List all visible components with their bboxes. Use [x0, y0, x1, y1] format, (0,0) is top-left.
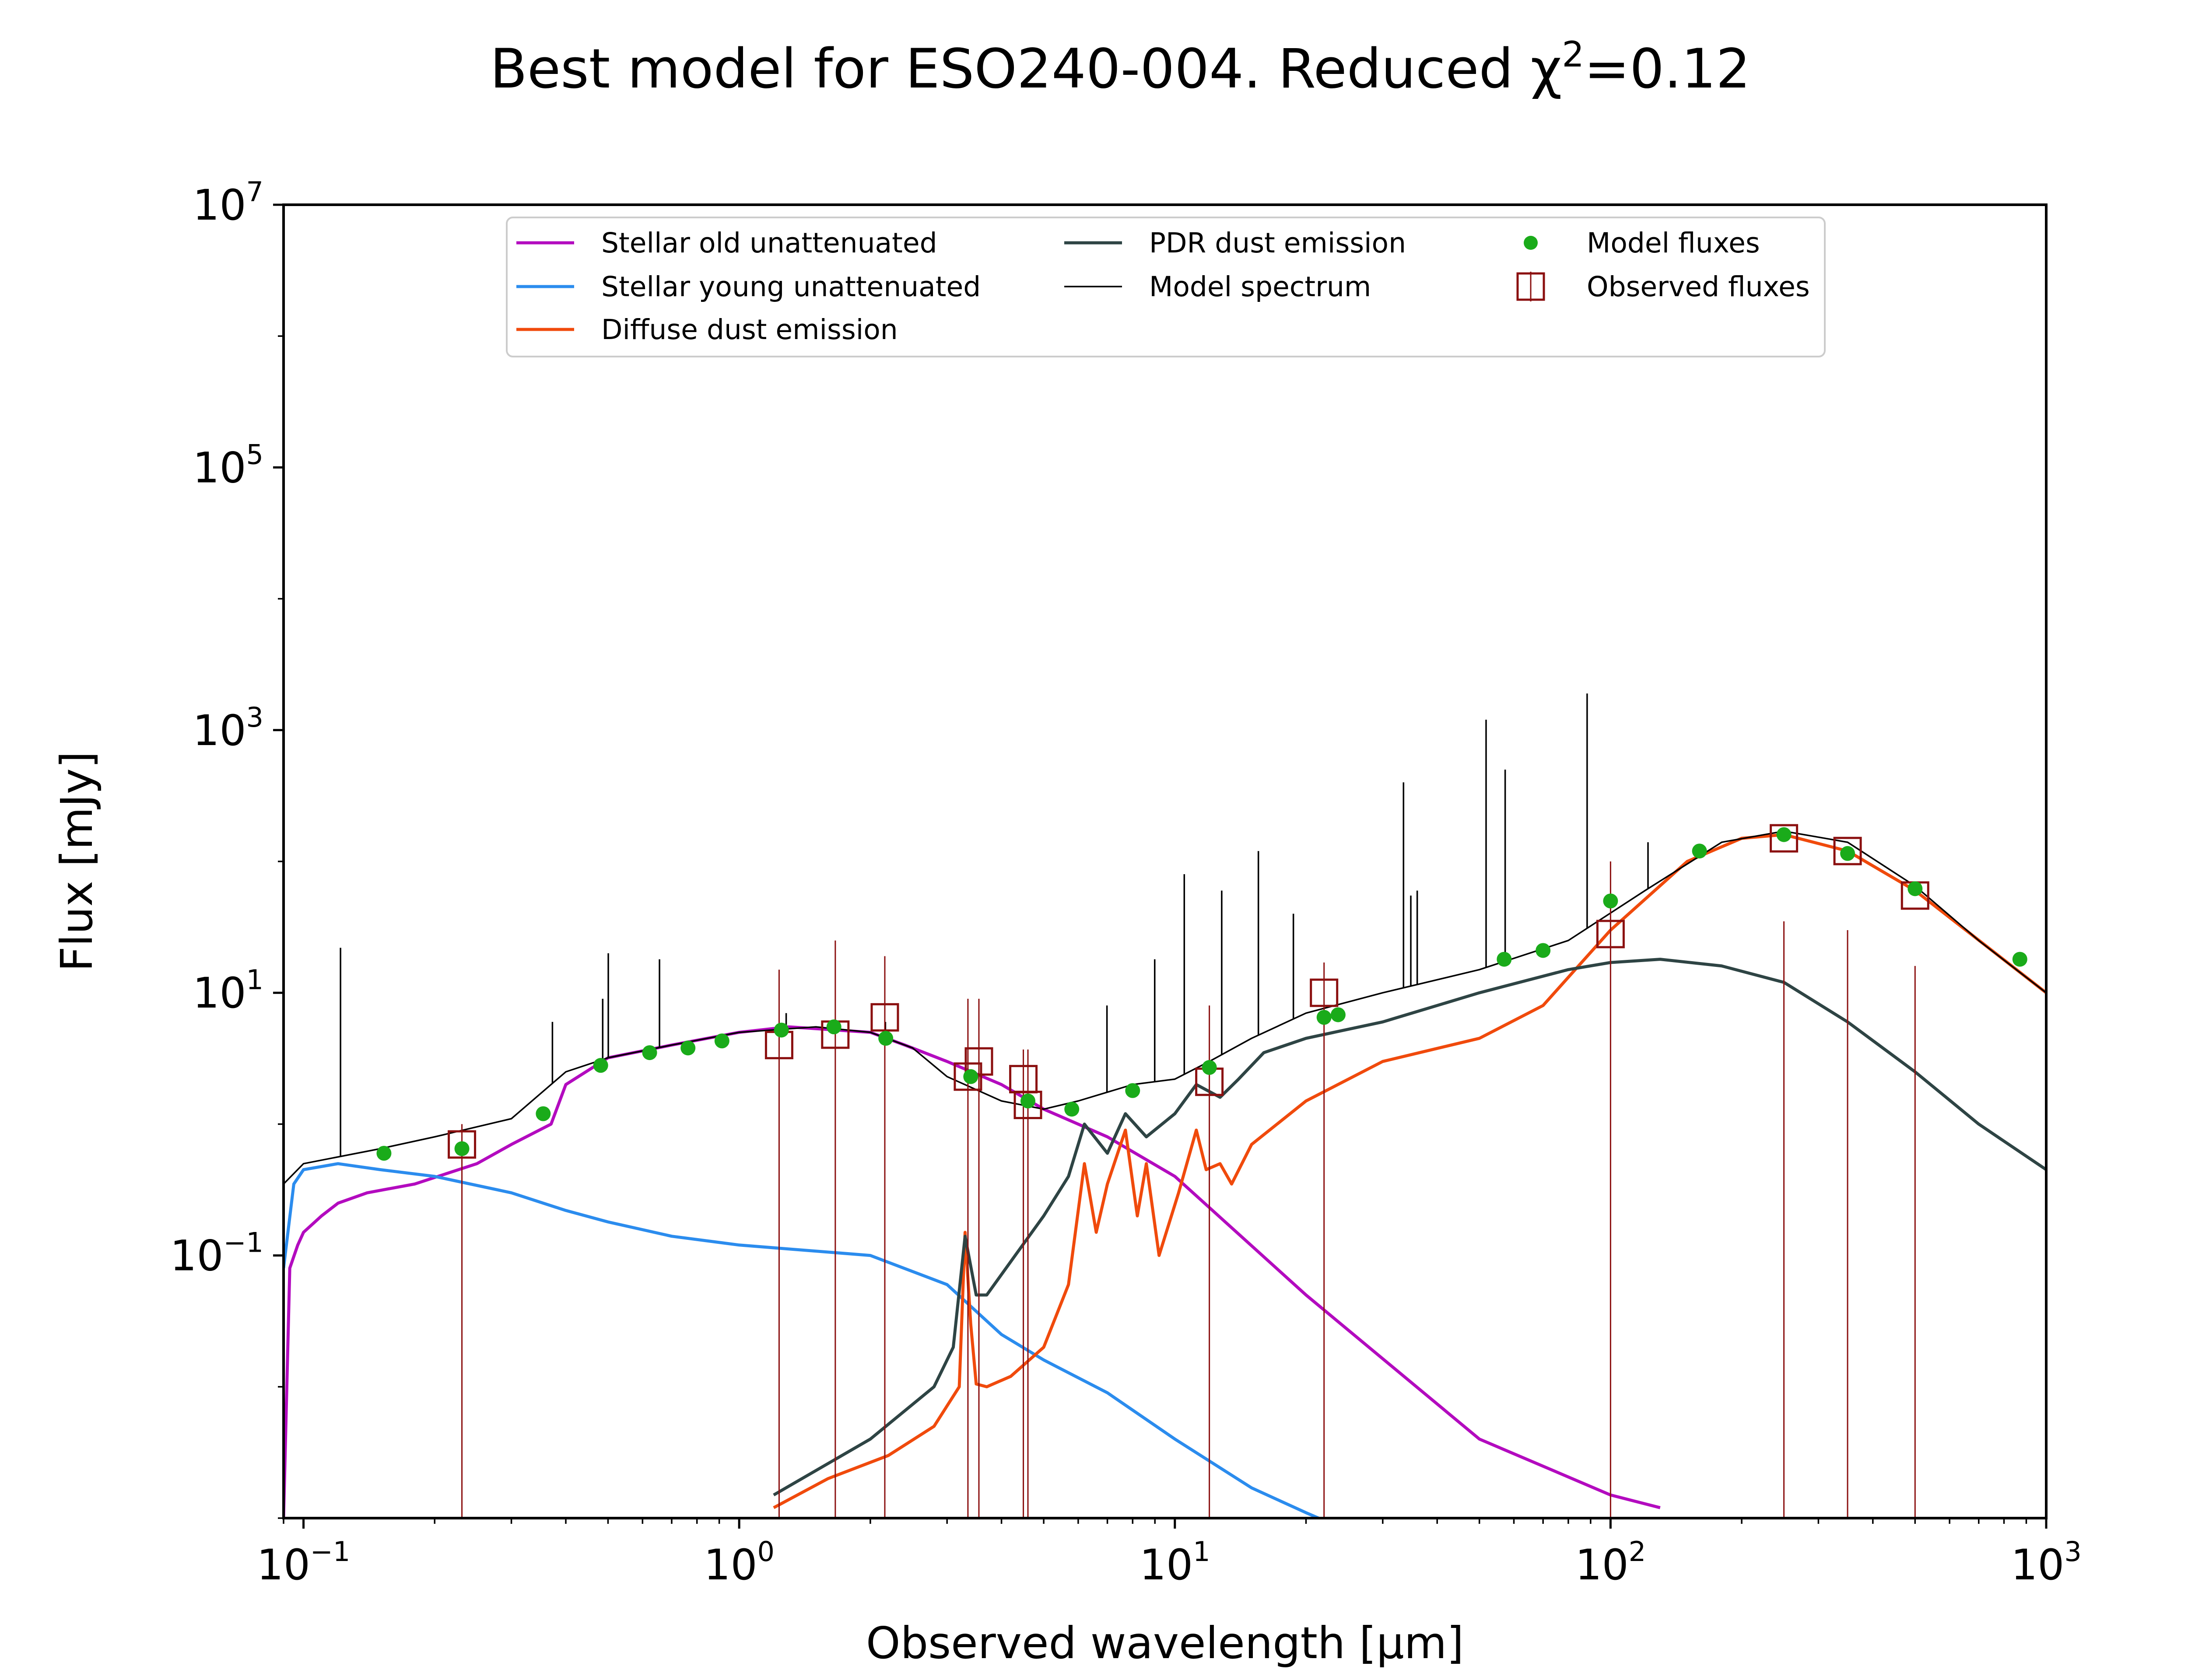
model-flux-point: [2012, 952, 2027, 967]
legend-label: Model fluxes: [1587, 227, 1760, 259]
curves-layer: [284, 693, 2046, 1518]
legend-label: Observed fluxes: [1587, 271, 1810, 303]
legend-item-model-spectrum: Model spectrum: [1064, 271, 1371, 303]
chart-title: Best model for ESO240-004. Reduced χ2=0.…: [490, 34, 1750, 101]
legend: Stellar old unattenuated Stellar young un…: [506, 217, 1826, 357]
observed-flux-marker: [964, 1047, 993, 1076]
observed-flux-marker: [870, 1003, 899, 1032]
legend-item-observed-fluxes: Observed fluxes: [1516, 271, 1810, 303]
legend-label: Model spectrum: [1149, 271, 1371, 303]
x-tick-label: 100: [704, 1536, 775, 1589]
y-tick-label: 107: [193, 176, 263, 230]
legend-box: [506, 217, 1826, 357]
diffuse-dust-emission-line: [773, 833, 2046, 1509]
x-axis-label: Observed wavelength [μm]: [866, 1617, 1464, 1669]
x-tick-label: 101: [1140, 1536, 1210, 1589]
legend-label: Diffuse dust emission: [601, 314, 898, 346]
model-flux-point: [1020, 1093, 1036, 1109]
model-flux-point: [714, 1033, 729, 1049]
stellar-young-unattenuated-line: [284, 1162, 1323, 1518]
y-axis-ticks: 10−1 101 103 105 107: [170, 176, 284, 1519]
model-flux-point: [1316, 1010, 1332, 1025]
legend-item-pdr-dust-emission: PDR dust emission: [1064, 227, 1406, 259]
model-flux-point: [1603, 893, 1618, 909]
model-flux-point: [826, 1019, 842, 1035]
model-flux-point: [1536, 943, 1551, 958]
legend-item-stellar-young-unattenuated: Stellar young unattenuated: [516, 271, 981, 303]
model-flux-point: [1497, 952, 1512, 967]
model-spectrum-line: [284, 830, 2046, 1185]
x-tick-label: 103: [2011, 1536, 2082, 1589]
y-tick-label: 103: [193, 701, 263, 755]
plot-frame: [282, 203, 2048, 1519]
observed-flux-marker: [1310, 978, 1339, 1007]
model-flux-point: [1692, 844, 1707, 859]
x-tick-label: 10−1: [257, 1536, 351, 1589]
observed-flux-marker: [1833, 836, 1862, 865]
model-flux-point: [1064, 1102, 1080, 1117]
model-flux-point: [1776, 827, 1792, 842]
chart-title-suffix: =0.12: [1584, 38, 1750, 101]
model-flux-point: [454, 1141, 470, 1156]
points-layer: [376, 824, 2027, 1518]
y-axis-label: Flux [mJy]: [51, 751, 102, 972]
legend-label: Stellar young unattenuated: [601, 271, 981, 303]
y-tick-label: 10−1: [170, 1227, 263, 1281]
legend-item-model-fluxes: Model fluxes: [1524, 227, 1760, 259]
chart-title-sup: 2: [1562, 34, 1584, 75]
legend-item-stellar-old-unattenuated: Stellar old unattenuated: [516, 227, 937, 259]
model-flux-point: [1907, 881, 1923, 896]
model-flux-point: [680, 1040, 696, 1056]
model-flux-point: [1125, 1083, 1140, 1098]
legend-swatch: [1524, 236, 1538, 250]
model-flux-point: [1330, 1007, 1346, 1022]
model-flux-point: [376, 1145, 392, 1161]
observed-flux-marker: [954, 1062, 982, 1091]
model-flux-point: [1202, 1060, 1217, 1075]
legend-label: PDR dust emission: [1149, 227, 1406, 259]
observed-flux-marker: [1770, 824, 1799, 853]
pdr-dust-emission-line: [773, 958, 2046, 1497]
model-flux-point: [593, 1058, 608, 1073]
legend-item-diffuse-dust-emission: Diffuse dust emission: [516, 314, 898, 346]
model-flux-point: [963, 1069, 978, 1084]
observed-flux-marker: [1596, 920, 1625, 948]
model-flux-point: [774, 1022, 789, 1038]
observed-flux-marker: [1013, 1091, 1042, 1120]
model-flux-point: [642, 1045, 657, 1060]
observed-flux-marker: [448, 1130, 477, 1159]
model-flux-point: [878, 1031, 894, 1046]
x-tick-label: 102: [1575, 1536, 1646, 1589]
y-tick-label: 105: [193, 438, 263, 492]
model-flux-point: [536, 1106, 551, 1121]
y-tick-label: 101: [193, 964, 263, 1018]
legend-label: Stellar old unattenuated: [601, 227, 937, 259]
x-axis-ticks: 10−1 100 101 102 103: [257, 1518, 2082, 1589]
chart-title-main: Best model for ESO240-004. Reduced χ: [490, 38, 1562, 101]
model-flux-point: [1840, 846, 1855, 861]
